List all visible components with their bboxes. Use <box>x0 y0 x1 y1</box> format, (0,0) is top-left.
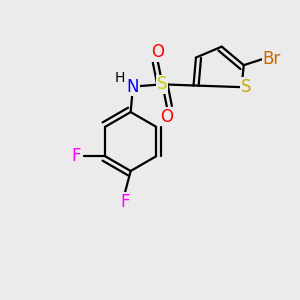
Text: Br: Br <box>262 50 281 68</box>
Text: H: H <box>114 70 124 85</box>
Text: S: S <box>157 75 168 93</box>
Text: S: S <box>241 78 251 96</box>
Text: F: F <box>120 193 130 211</box>
Text: F: F <box>71 147 80 165</box>
Text: O: O <box>160 108 173 126</box>
Text: N: N <box>127 78 139 96</box>
Text: O: O <box>151 43 164 61</box>
